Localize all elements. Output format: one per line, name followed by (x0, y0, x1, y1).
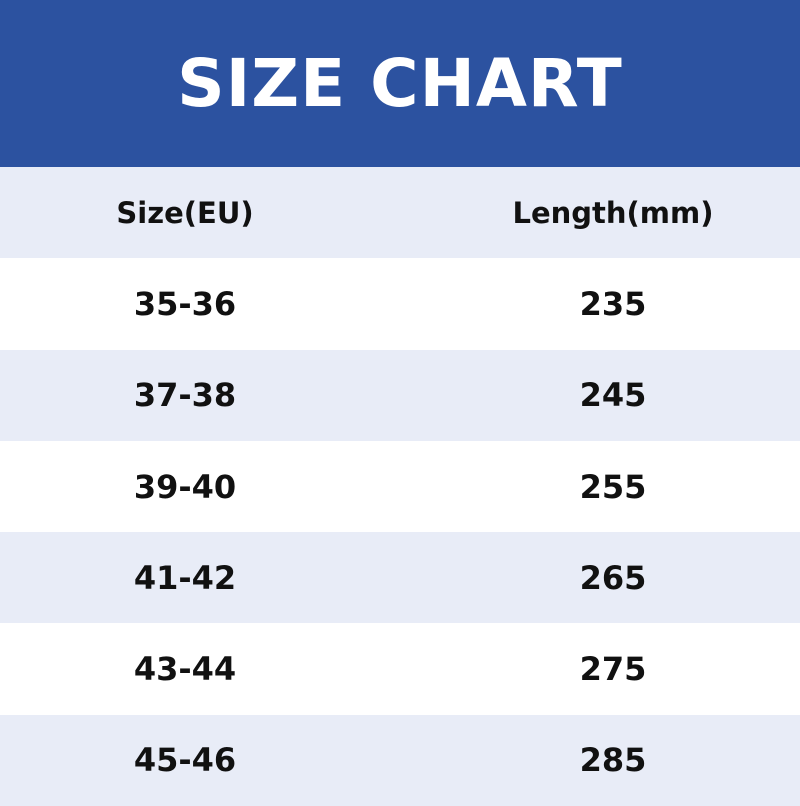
size-table: Size(EU) Length(mm) 35-36 235 37-38 245 … (0, 167, 800, 806)
column-header-size: Size(EU) (116, 195, 254, 230)
title-banner: SIZE CHART (0, 0, 800, 167)
table-row: 45-46 285 (0, 714, 800, 806)
length-cell: 255 (579, 467, 647, 506)
length-cell: 275 (579, 650, 647, 689)
table-row: 41-42 265 (0, 532, 800, 624)
page-title: SIZE CHART (177, 45, 623, 122)
length-cell: 235 (579, 284, 647, 323)
table-header-row: Size(EU) Length(mm) (0, 167, 800, 259)
size-cell: 35-36 (133, 284, 237, 323)
table-row: 39-40 255 (0, 441, 800, 532)
length-cell: 265 (579, 558, 647, 597)
size-cell: 43-44 (133, 650, 237, 689)
size-cell: 45-46 (133, 741, 237, 780)
size-cell: 37-38 (133, 376, 237, 415)
size-cell: 39-40 (133, 467, 237, 506)
table-row: 35-36 235 (0, 258, 800, 349)
length-cell: 285 (579, 741, 647, 780)
column-header-length: Length(mm) (512, 195, 714, 230)
size-cell: 41-42 (133, 558, 237, 597)
length-cell: 245 (579, 376, 647, 415)
table-row: 43-44 275 (0, 623, 800, 714)
table-row: 37-38 245 (0, 349, 800, 441)
